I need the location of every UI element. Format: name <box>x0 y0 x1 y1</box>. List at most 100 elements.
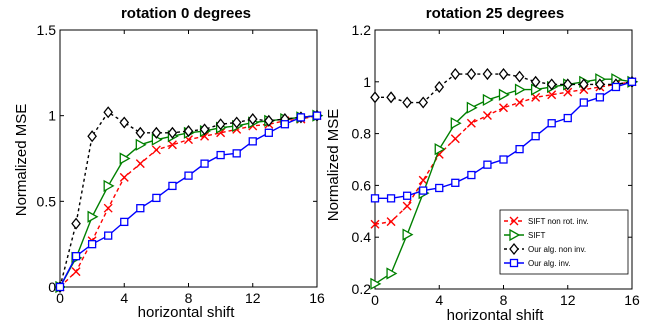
data-point <box>312 111 322 120</box>
y-axis-label: Normalized MSE <box>325 109 342 222</box>
data-point <box>135 138 147 151</box>
data-point <box>546 78 557 91</box>
data-point <box>386 194 396 203</box>
data-point <box>87 130 97 143</box>
data-point <box>467 170 476 180</box>
data-point <box>509 242 519 256</box>
data-point <box>199 123 210 136</box>
data-point <box>167 126 178 139</box>
data-point <box>498 88 510 101</box>
data-point <box>450 117 462 130</box>
data-point <box>103 203 113 213</box>
data-point <box>104 231 113 240</box>
data-point <box>434 143 446 156</box>
data-point <box>136 204 145 213</box>
chart-title: rotation 25 degrees <box>426 5 564 22</box>
data-point <box>450 134 460 144</box>
x-axis-label: horizontal shift <box>138 304 236 321</box>
data-point <box>402 228 414 241</box>
data-point <box>451 178 460 187</box>
data-point <box>103 106 114 119</box>
data-point <box>87 210 99 223</box>
data-point <box>386 217 396 227</box>
data-point <box>563 113 572 123</box>
data-point <box>232 149 241 158</box>
x-tick-label: 4 <box>120 290 128 306</box>
data-point <box>514 83 526 96</box>
data-point <box>216 150 225 160</box>
data-point <box>547 90 557 100</box>
data-point <box>515 98 525 108</box>
data-point <box>119 172 129 182</box>
data-point <box>71 217 81 230</box>
data-point <box>135 126 146 139</box>
data-point <box>434 80 445 94</box>
x-tick-label: 12 <box>245 290 261 306</box>
data-point <box>531 92 541 102</box>
data-point <box>466 118 476 128</box>
data-point <box>103 179 115 193</box>
data-point <box>231 116 242 129</box>
data-point <box>482 93 494 107</box>
legend: SIFT non rot. inv. SIFT Our alg. non inv. O… <box>499 209 629 275</box>
data-point <box>248 137 257 146</box>
y-tick-label: 1 <box>363 74 371 90</box>
series-line <box>374 81 633 225</box>
legend-label: Our alg. inv. <box>528 259 571 268</box>
data-point <box>499 103 508 113</box>
data-point <box>402 96 412 109</box>
x-tick-label: 16 <box>624 292 640 308</box>
data-point <box>595 93 605 102</box>
x-tick-label: 12 <box>560 292 576 308</box>
x-axis-label: horizontal shift <box>447 307 545 324</box>
data-point <box>562 78 573 91</box>
x-tick-label: 8 <box>185 290 193 306</box>
series-line <box>375 81 633 200</box>
y-tick-label: 1.5 <box>37 22 57 38</box>
data-point <box>435 183 444 193</box>
data-point <box>579 98 588 107</box>
data-point <box>135 159 145 169</box>
data-point <box>386 267 398 280</box>
data-point <box>499 155 508 164</box>
series-line <box>59 111 318 288</box>
data-point <box>280 120 290 129</box>
right-chart: rotation 25 degrees horizontal shift Nor… <box>325 5 640 324</box>
y-tick-label: 0 <box>48 279 56 295</box>
data-point <box>151 126 162 139</box>
data-point <box>119 152 131 165</box>
data-point <box>215 118 226 131</box>
data-point <box>370 194 380 203</box>
data-point <box>370 219 380 229</box>
data-point <box>264 128 273 137</box>
series-line <box>59 114 318 288</box>
x-tick-label: 4 <box>435 292 443 308</box>
data-point <box>482 110 492 120</box>
data-point <box>509 216 519 226</box>
y-tick-label: 1.2 <box>352 22 372 38</box>
y-axis-label: Normalized MSE <box>13 104 30 217</box>
data-point <box>200 159 209 168</box>
data-point <box>547 119 556 128</box>
x-tick-label: 0 <box>371 292 379 308</box>
data-point <box>71 252 81 261</box>
y-tick-label: 0.8 <box>352 126 372 142</box>
data-point <box>509 258 519 268</box>
data-point <box>184 171 193 180</box>
data-point <box>386 91 396 104</box>
data-point <box>263 114 274 127</box>
x-tick-label: 8 <box>500 292 508 308</box>
data-point <box>152 193 161 203</box>
series-line <box>59 114 318 288</box>
data-point <box>119 116 130 129</box>
left-chart: rotation 0 degrees horizontal shift Norm… <box>13 5 325 321</box>
data-point <box>627 77 637 86</box>
data-point <box>563 87 573 97</box>
data-point <box>55 282 65 292</box>
series-line <box>59 114 318 288</box>
data-point <box>168 181 177 191</box>
data-point <box>482 67 493 81</box>
data-point <box>578 78 589 91</box>
data-point <box>515 144 524 154</box>
